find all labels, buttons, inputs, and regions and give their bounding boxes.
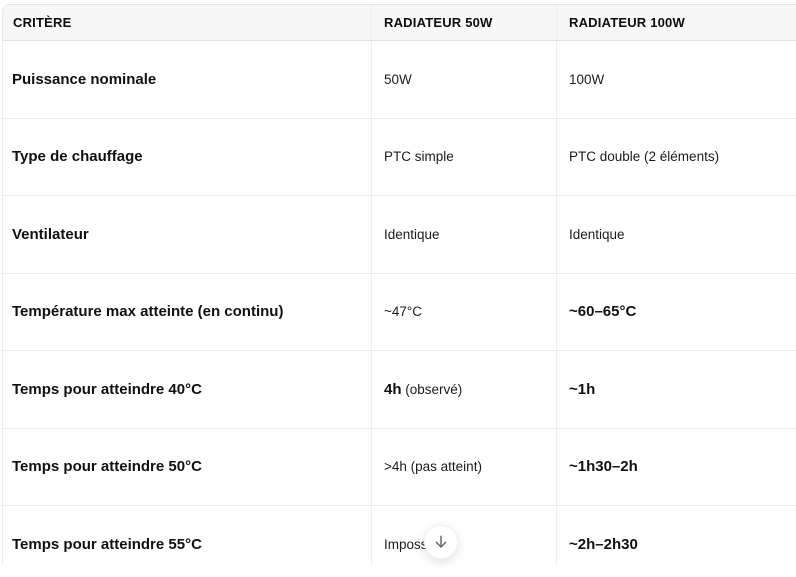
radiateur-50w-value: Identique xyxy=(384,227,440,242)
radiateur-50w-cell: Imposs xyxy=(371,506,556,565)
radiateur-50w-value: 4h (observé) xyxy=(384,381,462,398)
radiateur-100w-cell: ~1h30–2h xyxy=(556,428,796,505)
radiateur-100w-cell: ~60–65°C xyxy=(556,273,796,350)
cell-value-segment: Identique xyxy=(569,226,625,242)
criterion-cell: Temps pour atteindre 50°C xyxy=(3,428,371,505)
cell-value-segment: ~1h xyxy=(569,380,596,398)
radiateur-100w-value: Identique xyxy=(569,227,625,242)
table-row: Type de chauffage PTC simple PTC double (2… xyxy=(3,118,796,196)
radiateur-100w-value: ~60–65°C xyxy=(569,303,636,320)
arrow-down-icon xyxy=(432,533,450,551)
criterion-cell: Type de chauffage xyxy=(3,118,371,195)
cell-value-segment: Imposs xyxy=(384,537,428,553)
column-header-radiateur-50w: RADIATEUR 50W xyxy=(371,5,556,40)
cell-value-segment: Identique xyxy=(384,226,440,242)
radiateur-100w-value: ~1h30–2h xyxy=(569,458,638,475)
criterion-cell: Ventilateur xyxy=(3,196,371,273)
radiateur-100w-cell: ~2h–2h30 xyxy=(556,506,796,565)
cell-value-segment: PTC simple xyxy=(384,149,454,165)
radiateur-100w-cell: PTC double (2 éléments) xyxy=(556,118,796,195)
criterion-label: Temps pour atteindre 40°C xyxy=(12,380,202,398)
radiateur-100w-cell: 100W xyxy=(556,41,796,118)
cell-value-segment: 4h xyxy=(384,380,402,398)
radiateur-50w-cell: >4h (pas atteint) xyxy=(371,428,556,505)
table-row: Ventilateur Identique Identique xyxy=(3,196,796,274)
radiateur-50w-value: >4h (pas atteint) xyxy=(384,459,482,474)
cell-value-segment: ~60–65°C xyxy=(569,303,637,321)
cell-value-segment: PTC double (2 éléments) xyxy=(569,149,720,165)
column-header-critere: CRITÈRE xyxy=(13,15,72,30)
radiateur-100w-cell: Identique xyxy=(556,196,796,273)
radiateur-50w-value: 50W xyxy=(384,72,412,87)
radiateur-100w-value: 100W xyxy=(569,72,604,87)
radiateur-100w-value: ~1h xyxy=(569,381,595,398)
cell-value-segment: ~47°C xyxy=(384,304,423,320)
criterion-cell: Temps pour atteindre 40°C xyxy=(3,351,371,428)
criterion-label: Temps pour atteindre 55°C xyxy=(12,536,202,554)
cell-value-segment: ~1h30–2h xyxy=(569,458,638,476)
criterion-cell: Température max atteinte (en continu) xyxy=(3,273,371,350)
table-row: Temps pour atteindre 50°C >4h (pas attein… xyxy=(3,428,796,506)
criterion-cell: Temps pour atteindre 55°C xyxy=(3,506,371,565)
table-body: Puissance nominale 50W 100W Type de chauffa… xyxy=(3,41,796,565)
table-row: Température max atteinte (en continu) ~47… xyxy=(3,273,796,351)
table-row: Temps pour atteindre 40°C 4h (observé) ~1h xyxy=(3,351,796,429)
cell-value-segment: 100W xyxy=(569,71,605,87)
cell-value-segment: (observé) xyxy=(401,381,463,397)
criterion-label: Type de chauffage xyxy=(12,148,143,166)
radiateur-100w-value: ~2h–2h30 xyxy=(569,536,638,553)
radiateur-100w-value: PTC double (2 éléments) xyxy=(569,149,719,164)
column-header-radiateur-100w: RADIATEUR 100W xyxy=(556,5,796,40)
table-row: Puissance nominale 50W 100W xyxy=(3,41,796,119)
criterion-label: Puissance nominale xyxy=(12,70,157,88)
cell-value-segment: 50W xyxy=(384,71,412,87)
radiateur-50w-cell: Identique xyxy=(371,196,556,273)
comparison-table: CRITÈRE RADIATEUR 50W RADIATEUR 100W Pui… xyxy=(2,4,796,565)
radiateur-100w-cell: ~1h xyxy=(556,351,796,428)
table-row: Temps pour atteindre 55°C Imposs ~2h–2h30 xyxy=(3,506,796,565)
cell-value-segment: ~2h–2h30 xyxy=(569,536,638,554)
radiateur-50w-cell: 4h (observé) xyxy=(371,351,556,428)
criterion-label: Ventilateur xyxy=(12,225,89,243)
criterion-cell: Puissance nominale xyxy=(3,41,371,118)
radiateur-50w-value: PTC simple xyxy=(384,149,454,164)
radiateur-50w-cell: PTC simple xyxy=(371,118,556,195)
criterion-label: Temps pour atteindre 50°C xyxy=(12,458,202,476)
radiateur-50w-cell: 50W xyxy=(371,41,556,118)
cell-value-segment: >4h (pas atteint) xyxy=(384,459,482,475)
radiateur-50w-value: ~47°C xyxy=(384,304,422,319)
criterion-label: Température max atteinte (en continu) xyxy=(12,303,284,321)
radiateur-50w-cell: ~47°C xyxy=(371,273,556,350)
radiateur-50w-value: Imposs xyxy=(384,537,428,552)
table-header-row: CRITÈRE RADIATEUR 50W RADIATEUR 100W xyxy=(3,5,796,41)
scroll-to-bottom-button[interactable] xyxy=(424,525,458,559)
